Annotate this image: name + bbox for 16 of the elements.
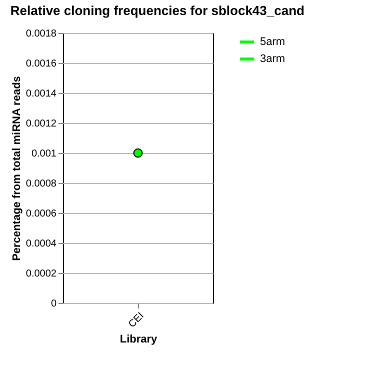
y-tick-label: 0.0006 [26,208,57,220]
y-tick-label: 0.0018 [26,28,57,40]
chart-title: Relative cloning frequencies for sblock43_cand [10,3,305,18]
y-tick-label: 0.0002 [26,268,57,280]
y-tick-label: 0 [50,298,57,310]
x-axis-title: Library [120,333,158,346]
y-tick-label: 0.0008 [26,178,57,190]
y-tick-label: 0.0012 [26,118,57,130]
y-tick-label: 0.0014 [26,88,57,100]
x-tick-label: CEI [126,310,146,330]
y-tick-label: 0.0016 [26,58,57,70]
y-axis-title: Percentage from total miRNA reads [10,76,23,261]
y-tick-label: 0.0004 [26,238,57,250]
legend-label: 3arm [260,53,286,65]
y-tick-label: 0.001 [31,148,57,160]
legend-label: 5arm [260,36,286,48]
